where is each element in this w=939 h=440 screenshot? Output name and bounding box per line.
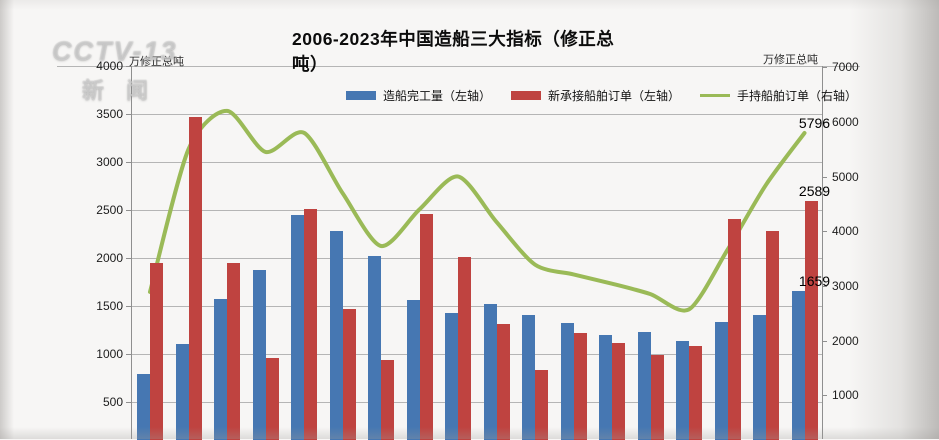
data-label-2023-5796: 5796 bbox=[798, 115, 831, 132]
data-label-2023-2589: 2589 bbox=[798, 183, 831, 200]
data-label-2023-1659: 1659 bbox=[798, 272, 831, 289]
